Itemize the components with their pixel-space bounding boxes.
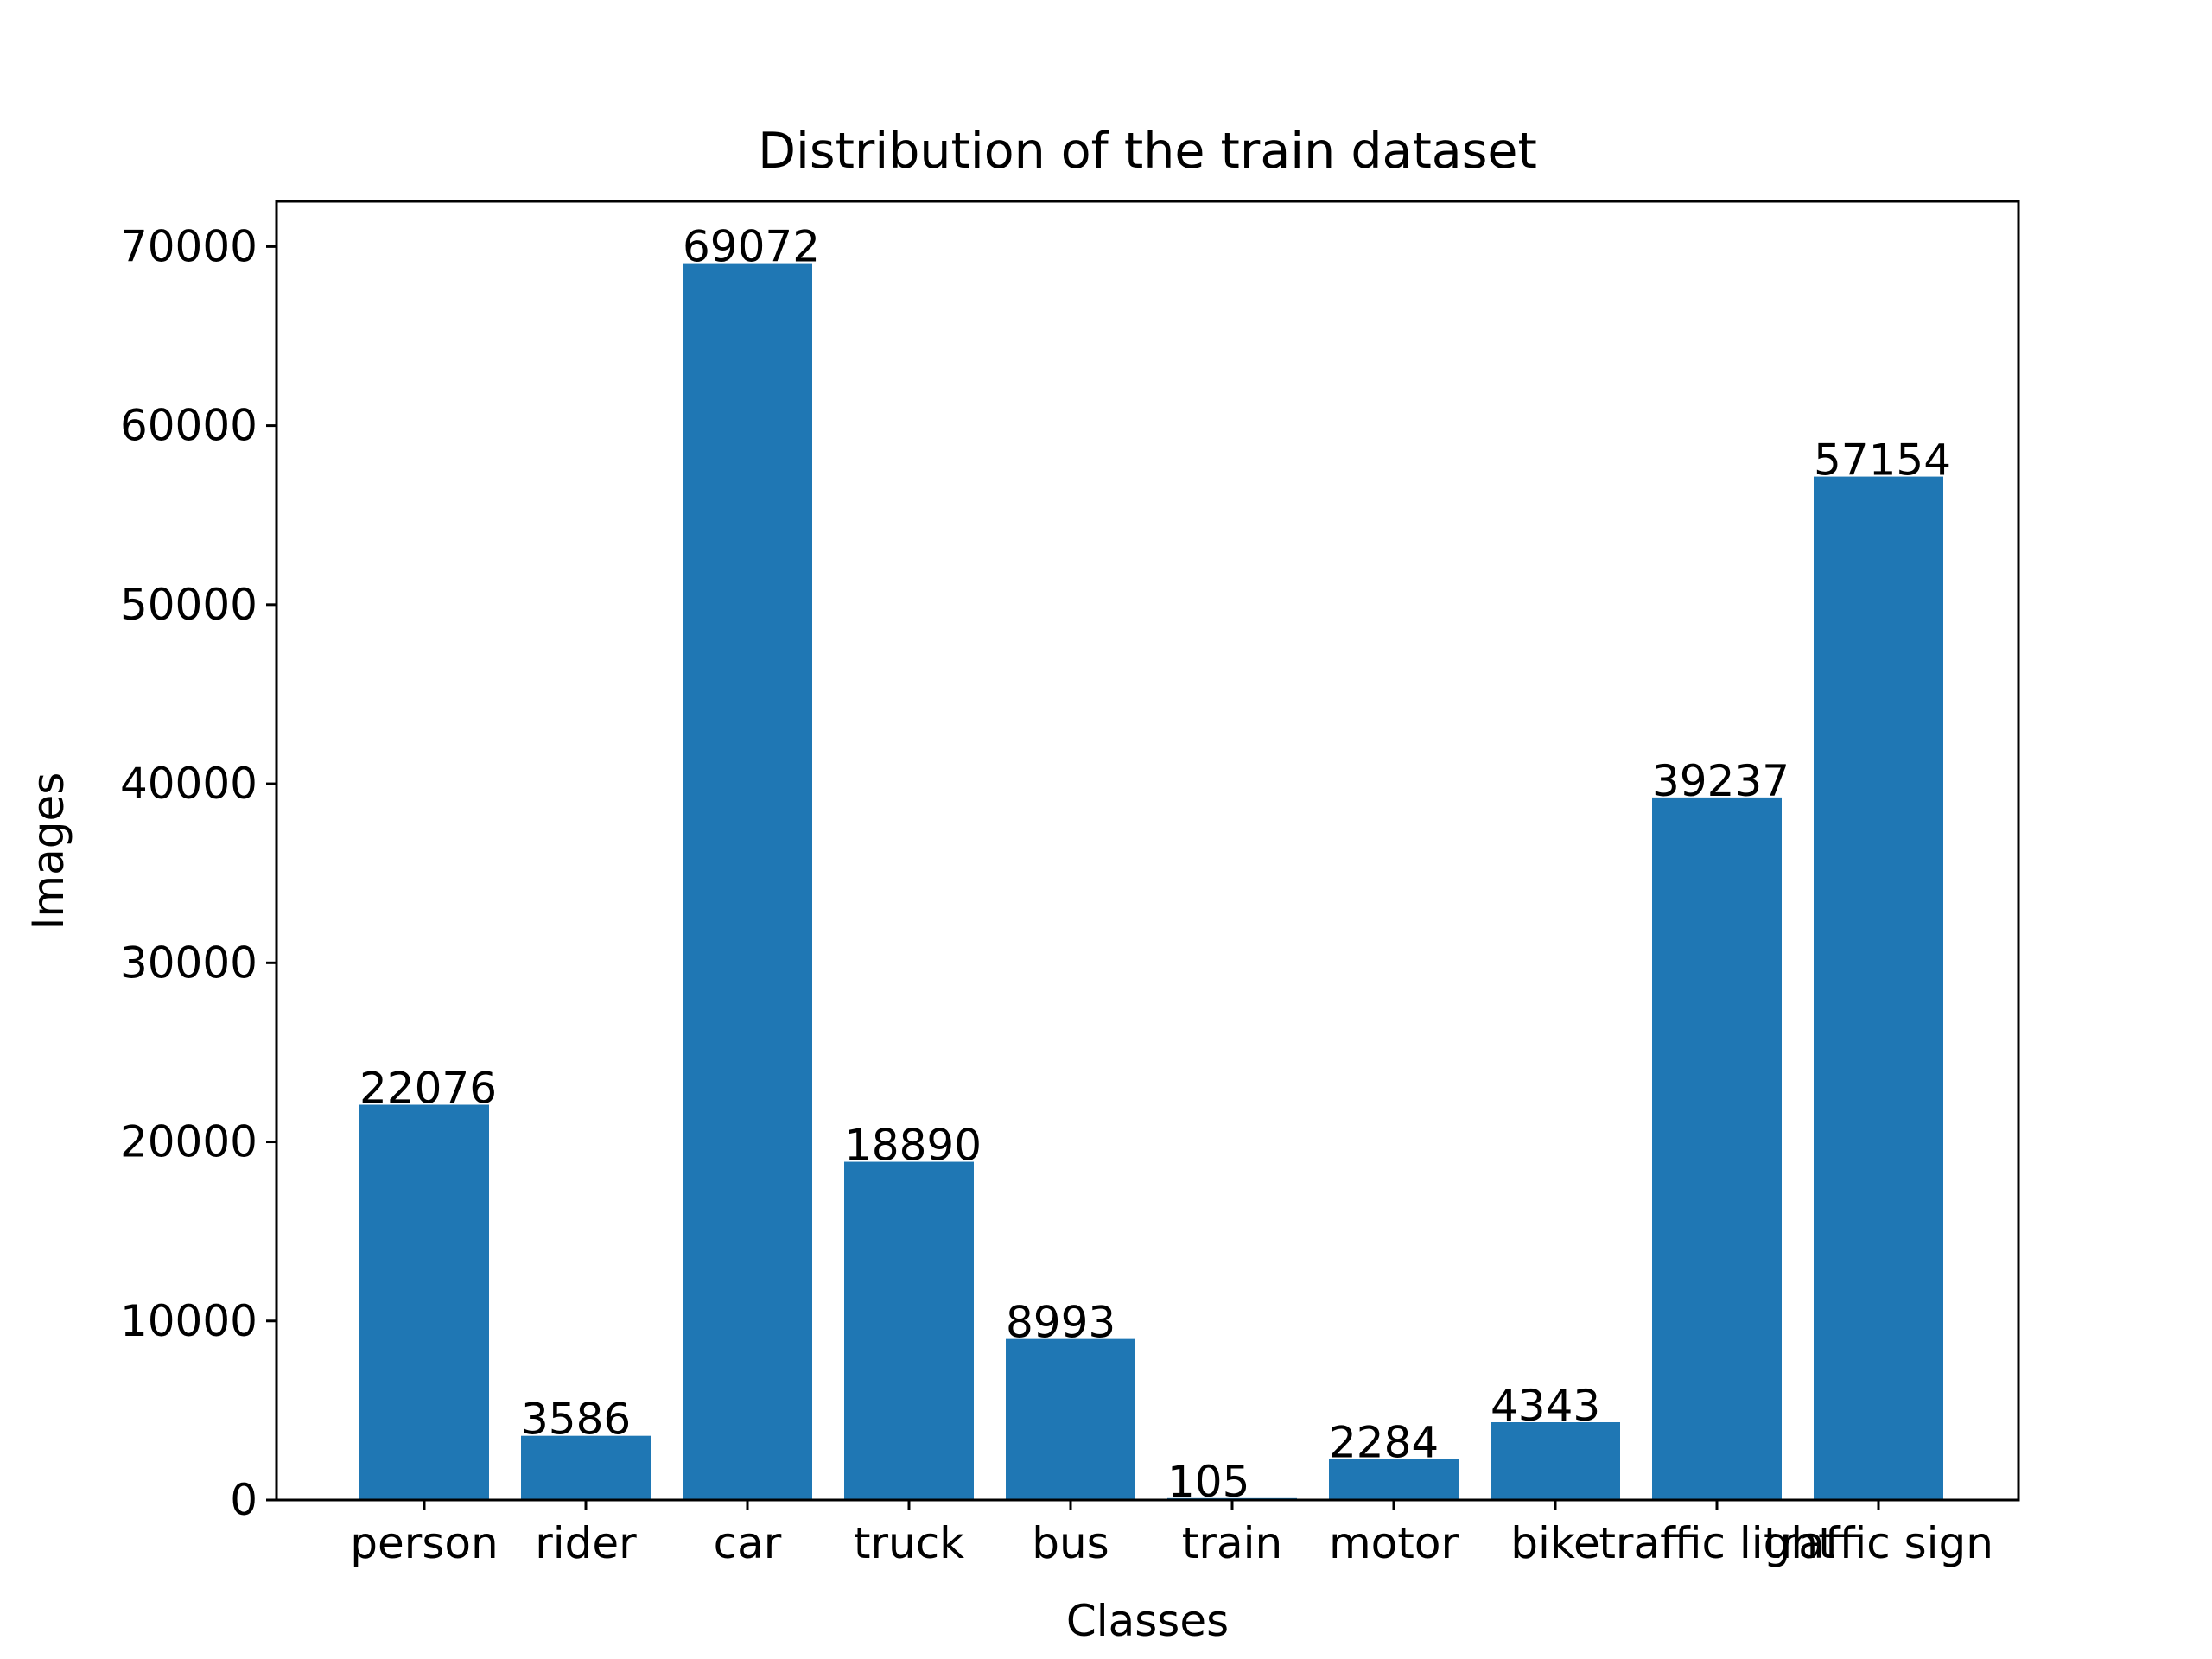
x-tick-label: bus: [1032, 1518, 1109, 1568]
bar-truck: [844, 1161, 974, 1500]
y-tick-label: 40000: [120, 759, 257, 809]
y-tick-label: 10000: [120, 1296, 257, 1346]
y-tick-label: 60000: [120, 401, 257, 451]
bar-bike: [1491, 1421, 1620, 1500]
bar-rider: [521, 1435, 651, 1500]
bar-traffic-sign: [1814, 476, 1943, 1500]
x-tick-label: rider: [535, 1518, 637, 1568]
x-tick-label: truck: [854, 1518, 964, 1568]
data-label-traffic-light: 39237: [1652, 756, 1789, 806]
y-tick-label: 0: [230, 1475, 257, 1525]
bar-traffic-light: [1652, 797, 1782, 1500]
bar-car: [683, 263, 812, 1500]
data-label-train: 105: [1167, 1457, 1249, 1507]
x-axis: person rider car truck bus train motor biketraf…: [350, 1500, 1993, 1568]
x-tick-label: traffic light: [1599, 1518, 1834, 1568]
x-tick-label: traffic sign: [1764, 1518, 1993, 1568]
data-label-person: 22076: [359, 1064, 497, 1114]
y-tick-label: 20000: [120, 1117, 257, 1167]
bars-group: [359, 263, 1943, 1500]
x-tick-label: train: [1182, 1518, 1282, 1568]
data-label-bus: 8993: [1006, 1298, 1116, 1348]
x-tick-label: car: [714, 1518, 782, 1568]
data-label-traffic-sign: 57154: [1814, 435, 1951, 486]
data-labels-group: 22076 3586 69072 18890 8993 105 2284 4343 39237 5…: [359, 222, 1951, 1507]
y-axis: 0 10000 20000 30000 40000 50000 60000 70000: [120, 221, 276, 1525]
bar-person: [359, 1104, 489, 1500]
data-label-bike: 4343: [1491, 1381, 1600, 1431]
data-label-motor: 2284: [1329, 1418, 1439, 1468]
plot-area-frame: [275, 200, 2020, 1502]
x-tick-label: bike: [1510, 1518, 1600, 1568]
x-axis-label: Classes: [1066, 1596, 1229, 1646]
chart-title: Distribution of the train dataset: [758, 123, 1537, 180]
y-tick-label: 70000: [120, 221, 257, 271]
y-tick-label: 50000: [120, 580, 257, 630]
bar-motor: [1329, 1459, 1459, 1500]
x-tick-label: person: [350, 1518, 498, 1568]
bar-bus: [1006, 1338, 1135, 1500]
y-tick-label: 30000: [120, 938, 257, 988]
data-label-truck: 18890: [844, 1121, 982, 1171]
data-label-car: 69072: [683, 222, 820, 272]
data-label-rider: 3586: [521, 1395, 631, 1445]
x-tick-label: motor: [1329, 1518, 1459, 1568]
y-axis-label: Images: [23, 772, 73, 931]
